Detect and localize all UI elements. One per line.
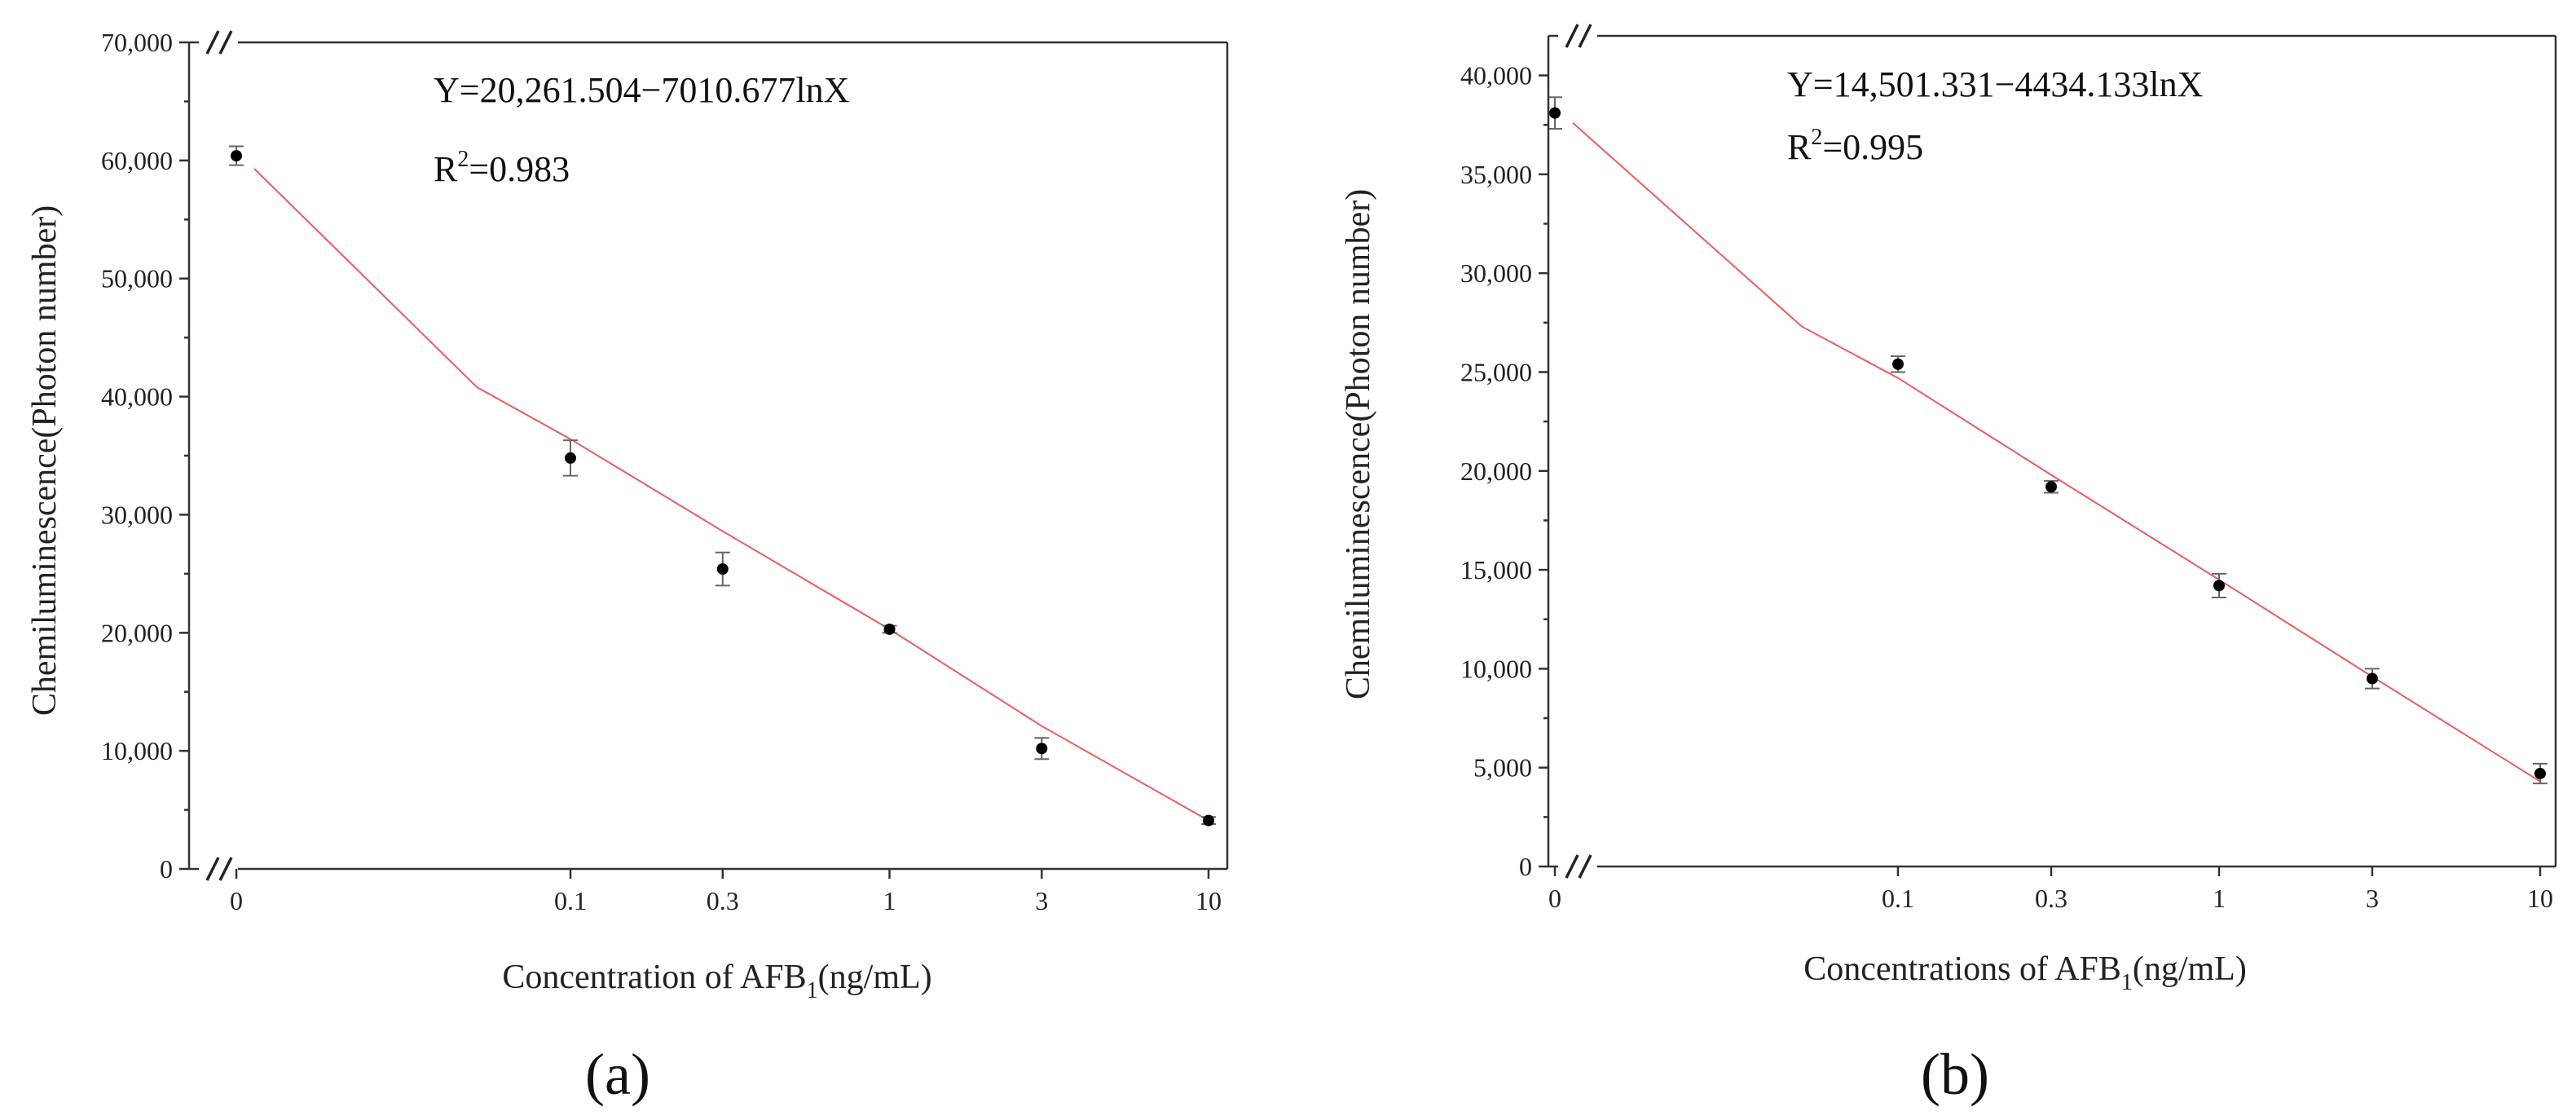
data-point	[565, 452, 576, 464]
x-tick-label: 3	[1035, 886, 1048, 915]
regression-equation: Y=20,261.504−7010.677lnX	[434, 70, 849, 110]
y-tick-label: 50,000	[101, 264, 173, 293]
y-tick-label: 10,000	[101, 736, 173, 765]
x-tick-label: 0.3	[707, 886, 739, 915]
y-tick-label: 30,000	[101, 500, 173, 529]
axis-break-mark	[218, 857, 233, 881]
panel-label-b: (b)	[1921, 1042, 1989, 1107]
data-point	[2534, 767, 2546, 779]
regression-equation: Y=14,501.331−4434.133lnX	[1787, 64, 2203, 104]
fit-line	[253, 168, 1209, 822]
y-tick-label: 35,000	[1460, 160, 1532, 189]
data-point	[716, 563, 729, 575]
y-tick-label: 15,000	[1460, 555, 1532, 584]
x-tick-label: 10	[1196, 886, 1222, 915]
chart-panel-a: 0 10,000 20,000 30,000 40,000 50,000 60,000 70,…	[26, 28, 1229, 1107]
axis-break-mark	[1578, 24, 1592, 48]
chart-panel-b: 0 5,000 10,000 15,000 20,000 25,000 30,000 35,0…	[1340, 24, 2557, 1107]
x-tick-label: 1	[883, 886, 896, 915]
axis-break-mark	[205, 857, 220, 881]
y-tick-label: 40,000	[101, 382, 173, 412]
data-point	[2213, 580, 2225, 592]
y-tick-label: 0	[1519, 852, 1532, 881]
data-point	[2366, 672, 2378, 685]
data-point	[2045, 481, 2057, 493]
y-axis-title: Chemiluminescence(Photon number)	[1340, 189, 1377, 699]
x-axis-title: Concentration of AFB1(ng/mL)	[502, 959, 931, 1003]
x-tick-label: 0.3	[2035, 884, 2067, 913]
y-tick-label: 20,000	[1460, 456, 1532, 486]
y-tick-label: 60,000	[101, 146, 173, 175]
y-tick-label: 5,000	[1473, 753, 1532, 783]
fit-line	[1572, 122, 2541, 783]
x-tick-label: 0	[1548, 884, 1561, 913]
y-axis-title: Chemiluminescence(Photon number)	[26, 205, 64, 716]
y-tick-label: 30,000	[1460, 258, 1532, 288]
y-tick-label: 40,000	[1460, 61, 1532, 90]
axis-break-mark	[1578, 854, 1592, 879]
x-tick-label: 1	[2213, 884, 2226, 913]
y-tick-label: 25,000	[1460, 357, 1532, 386]
x-axis-title: Concentrations of AFB1(ng/mL)	[1803, 950, 2247, 995]
r-squared: R2=0.995	[1787, 125, 1923, 167]
panel-label-a: (a)	[585, 1042, 650, 1107]
y-tick-label: 20,000	[101, 618, 173, 647]
y-tick-label: 10,000	[1460, 654, 1532, 683]
data-point	[1892, 358, 1904, 370]
data-point	[883, 623, 896, 635]
axis-break-mark	[1565, 24, 1579, 48]
data-point	[231, 150, 242, 162]
data-point	[1203, 814, 1214, 827]
axis-break-mark	[218, 30, 233, 55]
x-tick-label: 3	[2366, 884, 2379, 913]
x-tick-label: 0	[230, 886, 243, 915]
x-tick-label: 10	[2527, 884, 2553, 913]
y-tick-label: 0	[160, 854, 173, 884]
data-point	[1036, 743, 1048, 755]
x-tick-label: 0.1	[1882, 884, 1914, 913]
data-point	[1549, 107, 1561, 119]
axis-break-mark	[1565, 854, 1579, 879]
x-tick-label: 0.1	[554, 886, 587, 915]
y-tick-label: 70,000	[101, 28, 173, 57]
r-squared: R2=0.983	[434, 147, 570, 189]
axis-break-mark	[205, 30, 220, 55]
